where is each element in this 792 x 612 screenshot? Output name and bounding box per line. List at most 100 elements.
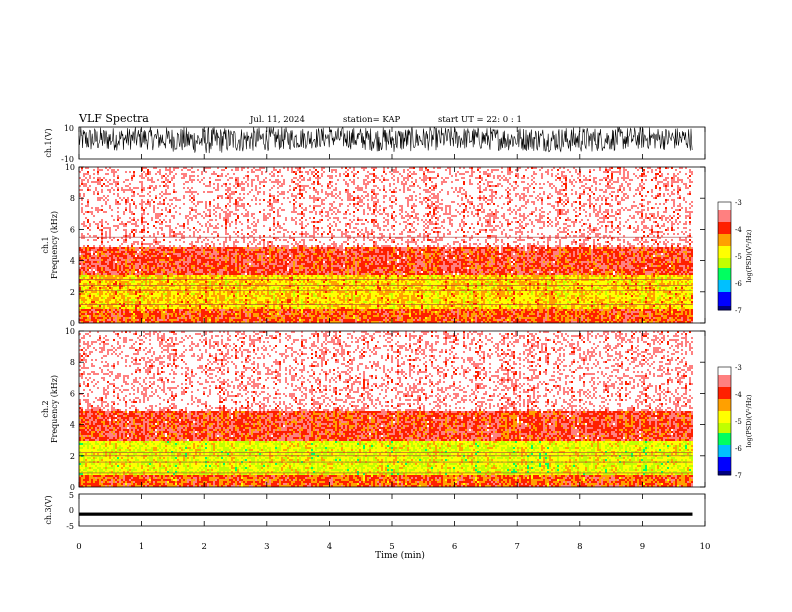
spectrogram-cell (115, 169, 117, 171)
spectrogram-cell (165, 281, 167, 283)
spectrogram-cell (151, 245, 153, 247)
spectrogram-cell (117, 219, 119, 221)
spectrogram-cell (149, 171, 151, 173)
spectrogram-cell (161, 233, 163, 235)
spectrogram-cell (121, 319, 123, 321)
spectrogram-cell (81, 217, 83, 219)
spectrogram-cell (87, 197, 89, 199)
spectrogram-cell (135, 257, 137, 259)
spectrogram-cell (123, 221, 125, 223)
spectrogram-cell (137, 223, 139, 225)
spectrogram-cell (143, 265, 145, 267)
spectrogram-cell (97, 251, 99, 253)
spectrogram-cell (147, 241, 149, 243)
spectrogram-cell (117, 179, 119, 181)
spectrogram-cell (147, 183, 149, 185)
spectrogram-cell (121, 205, 123, 207)
spectrogram-cell (99, 269, 101, 271)
spectrogram-cell (115, 185, 117, 187)
spectrogram-cell (123, 267, 125, 269)
spectrogram-cell (151, 253, 153, 255)
spectrogram-cell (139, 319, 141, 321)
spectrogram-cell (165, 197, 167, 199)
spectrogram-cell (151, 241, 153, 243)
spectrogram-cell (139, 281, 141, 283)
spectrogram-cell (81, 265, 83, 267)
spectrogram-cell (109, 255, 111, 257)
spectrogram-cell (81, 267, 83, 269)
spectrogram-cell (137, 203, 139, 205)
spectrogram-cell (91, 319, 93, 321)
spectrogram-cell (81, 249, 83, 251)
spectrogram-cell (147, 235, 149, 237)
spectrogram-cell (127, 247, 129, 249)
spectrogram-cell (119, 251, 121, 253)
spectrogram-cell (161, 257, 163, 259)
spectrogram-cell (81, 205, 83, 207)
spectrogram-cell (87, 205, 89, 207)
spectrogram-cell (123, 247, 125, 249)
spectrogram-cell (111, 199, 113, 201)
spectrogram-cell (103, 273, 105, 275)
spectrogram-cell (157, 213, 159, 215)
spectrogram-cell (151, 189, 153, 191)
spectrogram-cell (143, 225, 145, 227)
spectrogram-cell (153, 297, 155, 299)
spectrogram-cell (95, 213, 97, 215)
spectrogram-cell (149, 277, 151, 279)
spectrogram-cell (139, 203, 141, 205)
spectrogram-cell (89, 241, 91, 243)
spectrogram-cell (135, 231, 137, 233)
spectrogram-cell (161, 293, 163, 295)
spectrogram-cell (139, 293, 141, 295)
spectrogram-cell (109, 189, 111, 191)
spectrogram-cell (137, 187, 139, 189)
spectrogram-cell (83, 213, 85, 215)
spectrogram-cell (139, 191, 141, 193)
spectrogram-cell (147, 179, 149, 181)
spectrogram-cell (125, 311, 127, 313)
spectrogram-cell (133, 199, 135, 201)
spectrogram-cell (103, 219, 105, 221)
spectrogram-cell (99, 189, 101, 191)
spectrogram-cell (105, 295, 107, 297)
spectrogram-cell (153, 215, 155, 217)
spectrogram-cell (139, 267, 141, 269)
spectrogram-cell (91, 283, 93, 285)
spectrogram-cell (97, 305, 99, 307)
spectrogram-cell (155, 185, 157, 187)
spectrogram-cell (155, 255, 157, 257)
spectrogram-cell (157, 195, 159, 197)
spectrogram-cell (129, 269, 131, 271)
spectrogram-cell (91, 275, 93, 277)
spectrogram-cell (117, 169, 119, 171)
spectrogram-cell (133, 301, 135, 303)
spectrogram-cell (163, 187, 165, 189)
spectrogram-cell (83, 287, 85, 289)
spectrogram-cell (95, 259, 97, 261)
spectrogram-cell (165, 263, 167, 265)
spectrogram-cell (101, 263, 103, 265)
spectrogram-cell (117, 317, 119, 319)
spectrogram-cell (101, 317, 103, 319)
spectrogram-cell (123, 241, 125, 243)
spectrogram-cell (163, 311, 165, 313)
spectrogram-cell (81, 215, 83, 217)
spectrogram-cell (91, 205, 93, 207)
spectrogram-cell (97, 197, 99, 199)
spectrogram-cell (129, 227, 131, 229)
spectrogram-cell (147, 275, 149, 277)
spectrogram-cell (113, 275, 115, 277)
spectrogram-cell (139, 291, 141, 293)
spectrogram-cell (109, 317, 111, 319)
spectrogram-cell (121, 249, 123, 251)
spectrogram-cell (99, 233, 101, 235)
spectrogram-cell (105, 249, 107, 251)
spectrogram-cell (127, 227, 129, 229)
spectrogram-cell (161, 255, 163, 257)
spectrogram-cell (147, 169, 149, 171)
spectrogram-cell (137, 235, 139, 237)
spectrogram-cell (107, 255, 109, 257)
spectrogram-cell (137, 233, 139, 235)
spectrogram-cell (97, 301, 99, 303)
